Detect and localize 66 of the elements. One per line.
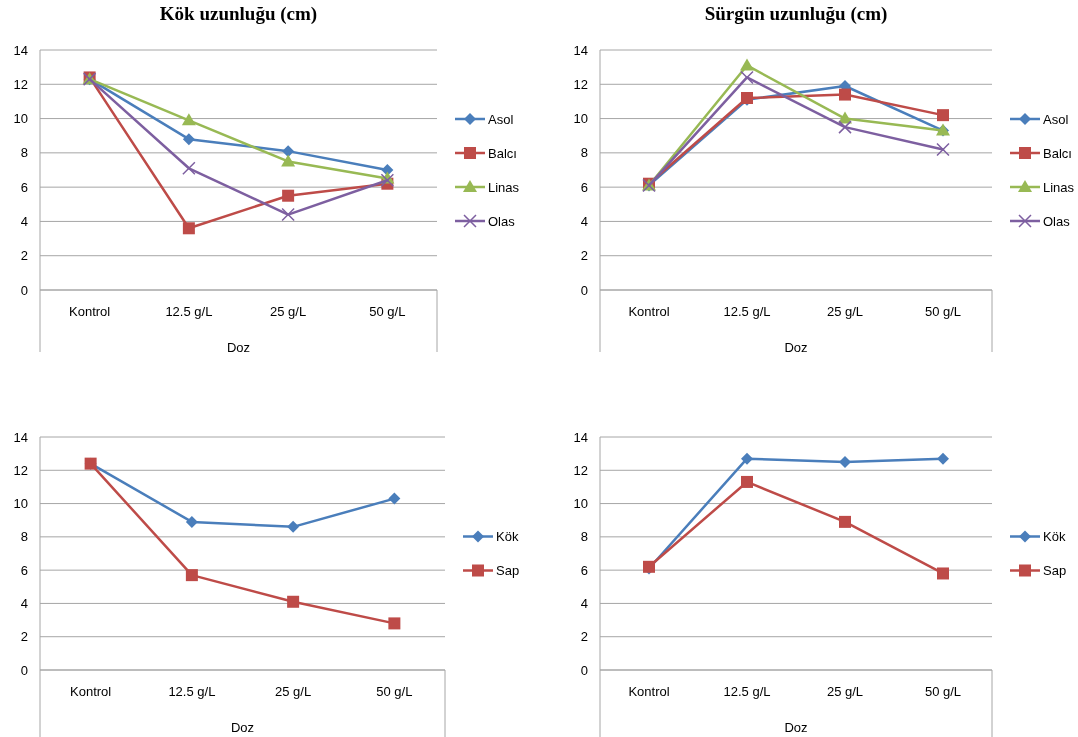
y-tick-label: 12 [13, 76, 28, 92]
y-tick-label: 10 [13, 111, 28, 127]
y-tick-label: 12 [13, 462, 28, 478]
x-tick-label: Kontrol [628, 304, 670, 319]
legend-label: Olas [488, 213, 516, 229]
y-tick-label: 8 [20, 145, 28, 161]
legend-label: Asol [1043, 111, 1069, 127]
chart-title: Kök uzunluğu (cm) [159, 3, 318, 25]
legend-label: Balcı [1043, 145, 1072, 161]
chart-title: Sürgün uzunluğu (cm) [704, 3, 888, 25]
y-tick-label: 6 [580, 179, 588, 195]
y-tick-label: 0 [580, 282, 588, 298]
legend-label: Sap [496, 563, 520, 579]
y-tick-label: 8 [20, 529, 28, 545]
y-tick-label: 10 [13, 496, 28, 512]
y-tick-label: 0 [20, 282, 28, 298]
y-tick-label: 4 [580, 595, 588, 611]
x-tick-label: Kontrol [69, 304, 111, 319]
y-tick-label: 2 [20, 629, 28, 645]
legend-label: Linas [1043, 179, 1075, 195]
y-tick-label: 8 [580, 529, 588, 545]
y-tick-label: 2 [580, 629, 588, 645]
legend-label: Balcı [488, 145, 517, 161]
y-tick-label: 6 [20, 179, 28, 195]
x-tick-label: 12.5 g/L [168, 684, 216, 699]
legend-label: Kök [496, 529, 519, 545]
x-tick-label: 50 g/L [369, 304, 406, 319]
x-axis-title: Doz [784, 720, 808, 735]
y-tick-label: 14 [573, 42, 588, 58]
y-tick-label: 14 [13, 42, 28, 58]
x-tick-label: 25 g/L [826, 684, 864, 699]
legend-label: Linas [488, 179, 520, 195]
y-tick-label: 8 [580, 145, 588, 161]
x-tick-label: 50 g/L [376, 684, 413, 699]
y-tick-label: 4 [20, 213, 28, 229]
x-tick-label: 12.5 g/L [723, 304, 771, 319]
legend-label: Olas [1043, 213, 1071, 229]
y-tick-label: 6 [20, 562, 28, 578]
x-axis-title: Doz [784, 340, 808, 355]
legend-label: Asol [488, 111, 514, 127]
legend-label: Sap [1043, 563, 1067, 579]
x-tick-label: Kontrol [628, 684, 670, 699]
x-axis-title: Doz [230, 720, 255, 735]
x-tick-label: Kontrol [70, 684, 112, 699]
x-tick-label: 12.5 g/L [723, 684, 771, 699]
y-tick-label: 12 [573, 76, 588, 92]
x-tick-label: 50 g/L [924, 304, 962, 319]
x-tick-label: 25 g/L [270, 304, 307, 319]
y-tick-label: 2 [20, 248, 28, 264]
legend-label: Kök [1043, 529, 1066, 545]
y-tick-label: 0 [580, 662, 588, 678]
y-tick-label: 14 [13, 429, 28, 445]
x-tick-label: 25 g/L [275, 684, 312, 699]
x-tick-label: 25 g/L [826, 304, 864, 319]
y-tick-label: 6 [580, 562, 588, 578]
y-tick-label: 10 [573, 496, 588, 512]
y-tick-label: 0 [20, 662, 28, 678]
y-tick-label: 14 [573, 429, 588, 445]
x-tick-label: 12.5 g/L [165, 304, 213, 319]
y-tick-label: 2 [580, 248, 588, 264]
x-tick-label: 50 g/L [924, 684, 962, 699]
y-tick-label: 10 [573, 111, 588, 127]
y-tick-label: 4 [20, 595, 28, 611]
y-tick-label: 4 [580, 213, 588, 229]
x-axis-title: Doz [226, 340, 251, 355]
y-tick-label: 12 [573, 462, 588, 478]
